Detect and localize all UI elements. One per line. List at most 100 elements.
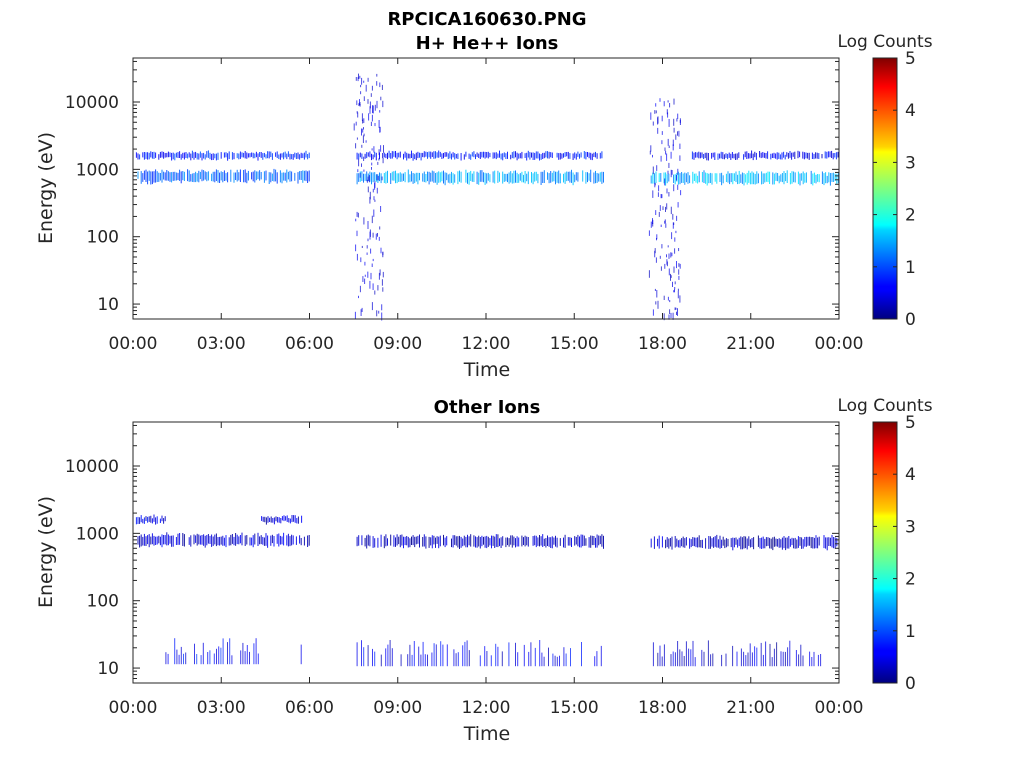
spectrum-pixel [374,538,376,548]
spectrum-pixel [672,139,674,146]
spectrum-pixel [180,646,182,665]
spectrum-pixel [236,169,238,182]
spectrum-band [356,150,603,161]
spectrum-pixel [530,642,532,667]
spectrum-pixel [677,291,679,299]
spectrum-pixel [243,152,245,158]
spectrum-pixel [161,151,163,158]
spectrum-pixel [660,155,662,162]
spectrum-pixel [300,152,302,159]
spectrum-pixel [137,153,139,160]
spectrum-pixel [719,535,721,549]
spectrum-pixel [372,536,374,548]
spectrum-pixel [140,171,142,184]
spectrum-pixel [603,171,604,183]
spectrum-pixel [357,212,359,218]
spectrum-pixel [484,172,486,185]
spectrum-pixel [142,536,144,546]
spectrum-pixel [665,539,667,549]
spectrum-pixel [667,245,669,248]
spectrum-pixel [767,171,769,183]
spectrum-pixel [526,536,528,546]
spectrum-pixel [147,152,149,160]
spectrum-pixel [666,174,668,184]
spectrum-pixel [660,194,662,199]
spectrum-pixel [251,537,253,546]
spectrum-pixel [156,171,158,182]
spectrum-pixel [673,127,675,133]
spectrum-pixel [667,100,669,103]
spectrum-pixel [658,535,660,549]
spectrum-pixel [390,153,392,159]
spectrum-pixel [677,308,678,316]
spectrum-pixel [219,536,221,546]
spectrum-pixel [679,295,681,303]
spectrum-pixel [356,173,358,185]
spectrum-pixel [659,98,661,102]
spectrum-pixel [262,516,264,522]
spectrum-pixel [357,112,359,118]
colorbar-tick-label: 1 [905,622,916,642]
spectrum-pixel [395,537,396,547]
spectrum-pixel [725,538,727,548]
spectrum-pixel [369,151,371,158]
spectrum-pixel [367,645,369,667]
spectrum-pixel [772,172,774,185]
spectrum-pixel [676,118,678,122]
spectrum-pixel [220,152,222,159]
spectrum-pixel [537,537,539,546]
spectrum-pixel [655,301,657,305]
spectrum-pixel [535,171,537,181]
spectrum-pixel [233,172,235,183]
spectrum-pixel [278,517,280,523]
spectrum-pixel [166,170,168,181]
spectrum-pixel [517,652,519,667]
spectrum-pixel [696,152,698,158]
spectrum-pixel [199,535,201,545]
spectrum-pixel [372,172,374,183]
spectrum-pixel [670,206,672,215]
spectrum-pixel [190,535,192,547]
spectrum-pixel [209,650,211,665]
spectrum-pixel [239,151,241,159]
spectrum-pixel [419,172,420,181]
spectrum-pixel [163,171,165,180]
spectrum-pixel [823,173,825,186]
colorbar [872,57,898,320]
spectrum-pixel [797,150,799,159]
spectrum-pixel [825,537,827,549]
spectrum-pixel [563,173,564,183]
spectrum-pixel [815,152,817,159]
spectrum-pixel [379,82,381,88]
spectrum-pixel [692,171,694,184]
spectrum-pixel [381,312,383,321]
spectrum-pixel [690,539,692,548]
spectrum-pixel [753,537,755,550]
spectrum-pixel [393,535,395,547]
spectrum-pixel [574,536,576,546]
spectrum-pixel [180,171,182,184]
spectrum-pixel [363,96,365,101]
spectrum-pixel [661,140,663,145]
spectrum-band [691,150,839,161]
spectrum-pixel [191,173,193,182]
x-tick-label: 00:00 [815,698,864,718]
spectrum-pixel [659,255,661,259]
spectrum-pixel [355,244,357,252]
spectrum-pixel [670,654,672,667]
spectrum-pixel [483,172,484,183]
spectrum-pixel [473,171,475,182]
spectrum-pixel [390,534,392,546]
spectrum-pixel [541,652,543,667]
spectrum-pixel [521,151,523,159]
spectrum-pixel [569,537,571,546]
spectrum-pixel [404,172,406,183]
x-axis-label: Time [463,723,511,745]
spectrum-pixel [801,173,803,181]
spectrum-pixel [420,152,422,161]
spectrum-pixel [682,173,684,183]
spectrum-pixel [698,171,700,183]
spectrum-pixel [698,535,700,548]
spectrum-pixel [379,110,381,113]
spectrum-pixel [417,535,419,544]
